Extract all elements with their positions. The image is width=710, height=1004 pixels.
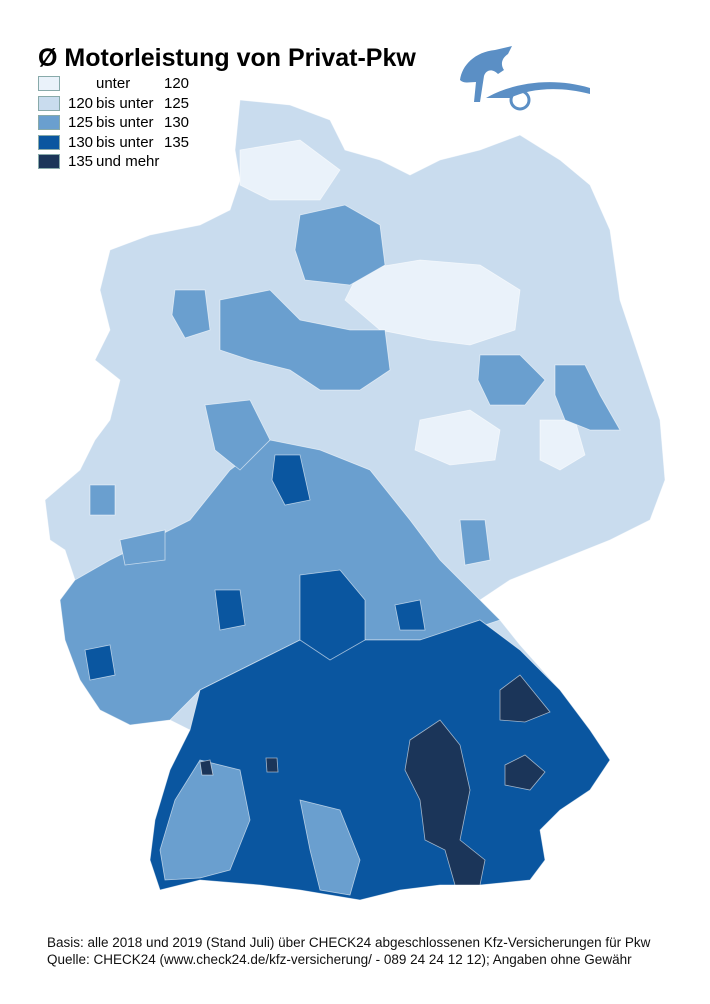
horse-car-logo-icon: [460, 46, 590, 111]
map-region: [119, 529, 166, 566]
footer-notes: Basis: alle 2018 und 2019 (Stand Juli) ü…: [47, 934, 650, 968]
legend-swatch: [38, 76, 60, 92]
map-region: [59, 439, 501, 726]
legend-swatch: [38, 154, 60, 170]
map-region: [299, 569, 366, 661]
map-region: [294, 204, 386, 286]
map-region: [204, 399, 271, 471]
map-region: [214, 589, 246, 631]
map-region: [265, 757, 279, 773]
map-region: [459, 519, 491, 566]
legend-item: unter 120: [38, 74, 189, 94]
map-region: [239, 139, 341, 201]
footer-source: Quelle: CHECK24 (www.check24.de/kfz-vers…: [47, 952, 632, 967]
legend-item: 125 bis unter 130: [38, 113, 189, 133]
map-region: [414, 409, 501, 466]
map-region: [199, 759, 214, 776]
map-region: [84, 644, 116, 681]
map-region: [394, 599, 426, 631]
legend: unter 120 120 bis unter 125 125 bis unter 130…: [38, 74, 189, 172]
map-region: [477, 354, 546, 406]
map-region: [504, 754, 546, 791]
map-region: [271, 454, 311, 506]
legend-item: 130 bis unter 135: [38, 133, 189, 153]
map-region: [554, 364, 621, 431]
map-region: [344, 259, 521, 346]
legend-swatch: [38, 95, 60, 111]
legend-swatch: [38, 134, 60, 150]
footer-basis: Basis: alle 2018 und 2019 (Stand Juli) ü…: [47, 935, 651, 950]
legend-item: 120 bis unter 125: [38, 94, 189, 114]
map-region: [219, 289, 391, 391]
map-region: [499, 674, 551, 723]
map-region: [89, 484, 116, 516]
legend-item: 135 und mehr: [38, 152, 189, 172]
legend-swatch: [38, 115, 60, 131]
map-region: [404, 719, 486, 886]
map-title: Ø Motorleistung von Privat-Pkw: [38, 44, 416, 72]
map-region: [171, 289, 211, 339]
map-region: [159, 759, 251, 881]
map-region: [299, 799, 361, 896]
